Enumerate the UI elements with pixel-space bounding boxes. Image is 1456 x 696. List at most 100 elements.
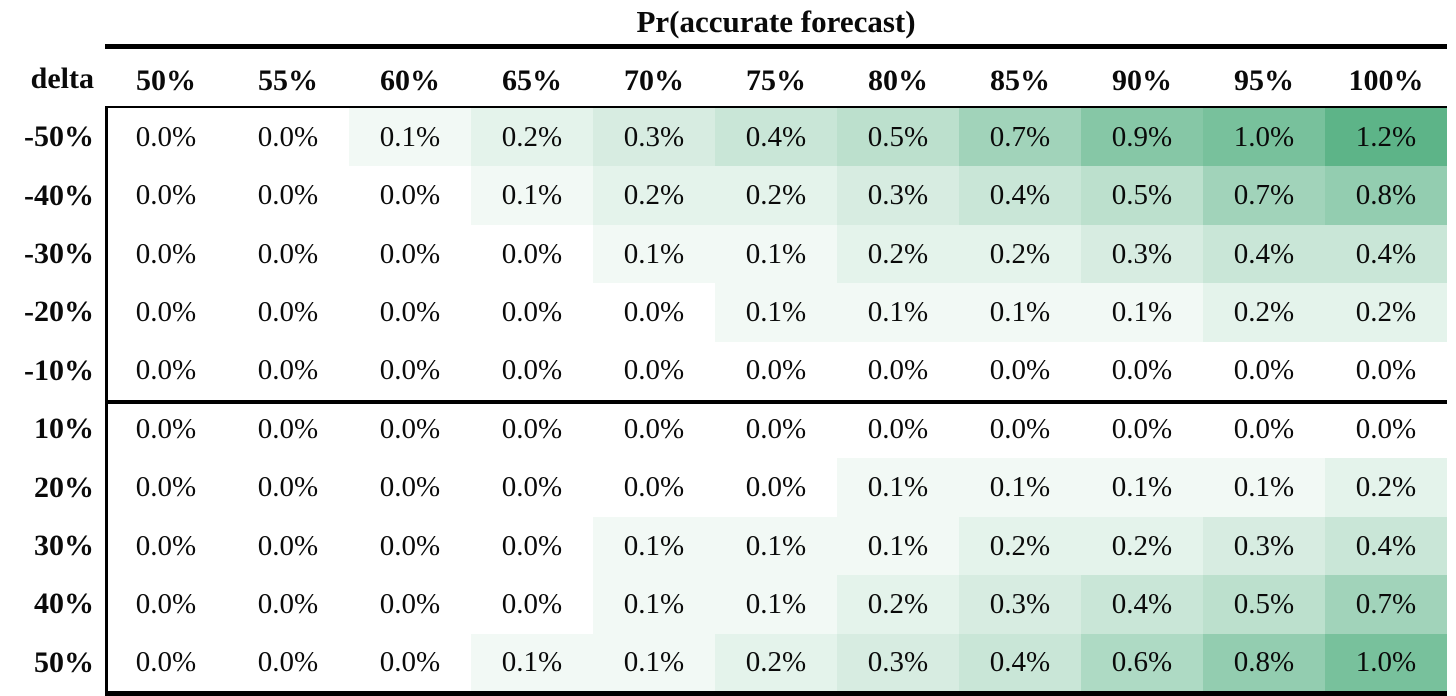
heatmap-cell: 0.1% (593, 224, 715, 284)
heatmap-cell: 0.0% (105, 224, 227, 284)
heatmap-cell: 0.0% (349, 633, 471, 693)
heatmap-cell: 0.0% (105, 166, 227, 225)
heatmap-cell: 0.4% (1325, 516, 1447, 576)
heatmap-cell: 0.0% (105, 516, 227, 576)
heatmap-cell: 0.9% (1081, 108, 1203, 167)
heatmap-cell: 0.0% (593, 283, 715, 342)
heatmap-cell: 0.0% (471, 400, 593, 459)
heatmap-row: 30% 0.0% 0.0% 0.0% 0.0% 0.1% 0.1% 0.1% 0.2% 0.2% 0… (0, 516, 1447, 576)
column-header: 85% (990, 63, 1050, 97)
heatmap-row: -30% 0.0% 0.0% 0.0% 0.0% 0.1% 0.1% 0.2% 0.2% 0.3%… (0, 224, 1447, 284)
grid-border-bottom (105, 691, 1447, 696)
row-header: -30% (24, 237, 94, 271)
heatmap-cell: 0.0% (227, 166, 349, 225)
row-header: -50% (24, 120, 94, 154)
heatmap-cell: 0.1% (715, 516, 837, 576)
heatmap-row: -40% 0.0% 0.0% 0.0% 0.1% 0.2% 0.2% 0.3% 0.4% 0.5%… (0, 166, 1447, 225)
column-header: 65% (502, 63, 562, 97)
row-axis-label: delta (30, 61, 94, 95)
heatmap-cell: 0.0% (1203, 341, 1325, 401)
column-header: 70% (624, 63, 684, 97)
heatmap-cell: 0.7% (1325, 575, 1447, 634)
heatmap-cell: 0.1% (959, 283, 1081, 342)
row-header: -20% (24, 295, 94, 329)
grid-separator-line (105, 400, 1447, 404)
heatmap-cell: 0.0% (105, 400, 227, 459)
column-header: 55% (258, 63, 318, 97)
heatmap-cell: 0.0% (471, 516, 593, 576)
heatmap-cell: 0.0% (593, 400, 715, 459)
row-header: -10% (24, 353, 94, 387)
heatmap-cell: 0.5% (1203, 575, 1325, 634)
heatmap-cell: 0.1% (715, 224, 837, 284)
heatmap-cell: 0.4% (715, 108, 837, 167)
heatmap-row: 40% 0.0% 0.0% 0.0% 0.0% 0.1% 0.1% 0.2% 0.3% 0.4% 0… (0, 575, 1447, 634)
heatmap-cell: 0.0% (227, 516, 349, 576)
heatmap-cell: 0.0% (715, 458, 837, 517)
heatmap-cell: 0.8% (1203, 633, 1325, 693)
heatmap-cell: 0.0% (349, 516, 471, 576)
heatmap-cell: 0.0% (349, 283, 471, 342)
heatmap-cell: 0.2% (1325, 283, 1447, 342)
column-header: 80% (868, 63, 928, 97)
heatmap-cell: 0.2% (1203, 283, 1325, 342)
column-header: 90% (1112, 63, 1172, 97)
table-title: Pr(accurate forecast) (636, 4, 916, 39)
heatmap-cell: 0.1% (1081, 458, 1203, 517)
heatmap-cell: 0.3% (837, 166, 959, 225)
heatmap-cell: 0.0% (1325, 341, 1447, 401)
heatmap-cell: 0.0% (227, 283, 349, 342)
heatmap-cell: 0.0% (959, 341, 1081, 401)
heatmap-cell: 0.0% (1203, 400, 1325, 459)
heatmap-cell: 0.0% (105, 575, 227, 634)
heatmap-cell: 0.2% (837, 224, 959, 284)
heatmap-cell: 0.1% (837, 283, 959, 342)
heatmap-cell: 0.0% (471, 575, 593, 634)
heatmap-cell: 0.0% (349, 224, 471, 284)
heatmap-cell: 0.0% (471, 283, 593, 342)
heatmap-cell: 0.3% (959, 575, 1081, 634)
heatmap-cell: 0.1% (593, 516, 715, 576)
heatmap-cell: 0.2% (471, 108, 593, 167)
heatmap-cell: 0.0% (349, 166, 471, 225)
column-header: 75% (746, 63, 806, 97)
heatmap-cell: 0.0% (105, 108, 227, 167)
heatmap-cell: 0.0% (105, 633, 227, 693)
heatmap-cell: 0.0% (105, 458, 227, 517)
heatmap-cell: 1.0% (1325, 633, 1447, 693)
heatmap-cell: 0.1% (959, 458, 1081, 517)
heatmap-cell: 0.7% (1203, 166, 1325, 225)
heatmap-cell: 0.1% (715, 575, 837, 634)
heatmap-cell: 0.2% (593, 166, 715, 225)
heatmap-cell: 0.4% (1325, 224, 1447, 284)
heatmap-row: -20% 0.0% 0.0% 0.0% 0.0% 0.0% 0.1% 0.1% 0.1% 0.1%… (0, 283, 1447, 342)
heatmap-cell: 0.3% (837, 633, 959, 693)
heatmap-cell: 0.0% (227, 458, 349, 517)
heatmap-cell: 1.2% (1325, 108, 1447, 167)
heatmap-cell: 0.1% (471, 633, 593, 693)
heatmap-cell: 0.0% (227, 400, 349, 459)
row-header: -40% (24, 178, 94, 212)
heatmap-cell: 0.4% (1203, 224, 1325, 284)
heatmap-cell: 0.0% (227, 575, 349, 634)
heatmap-cell: 0.0% (1081, 341, 1203, 401)
column-header: 100% (1348, 63, 1424, 97)
heatmap-cell: 0.7% (959, 108, 1081, 167)
heatmap-row: 20% 0.0% 0.0% 0.0% 0.0% 0.0% 0.0% 0.1% 0.1% 0.1% 0… (0, 458, 1447, 517)
heatmap-cell: 0.0% (715, 400, 837, 459)
heatmap-cell: 0.1% (837, 458, 959, 517)
heatmap-cell: 0.0% (349, 341, 471, 401)
heatmap-cell: 0.2% (1081, 516, 1203, 576)
heatmap-cell: 0.0% (227, 633, 349, 693)
heatmap-cell: 0.2% (715, 633, 837, 693)
title-rule (105, 44, 1447, 49)
row-header: 50% (34, 645, 94, 679)
heatmap-cell: 0.0% (105, 341, 227, 401)
row-header: 20% (34, 470, 94, 504)
heatmap-cell: 0.2% (1325, 458, 1447, 517)
heatmap-cell: 0.8% (1325, 166, 1447, 225)
column-header: 95% (1234, 63, 1294, 97)
heatmap-cell: 0.0% (227, 341, 349, 401)
heatmap-cell: 0.2% (715, 166, 837, 225)
heatmap-cell: 0.1% (593, 633, 715, 693)
